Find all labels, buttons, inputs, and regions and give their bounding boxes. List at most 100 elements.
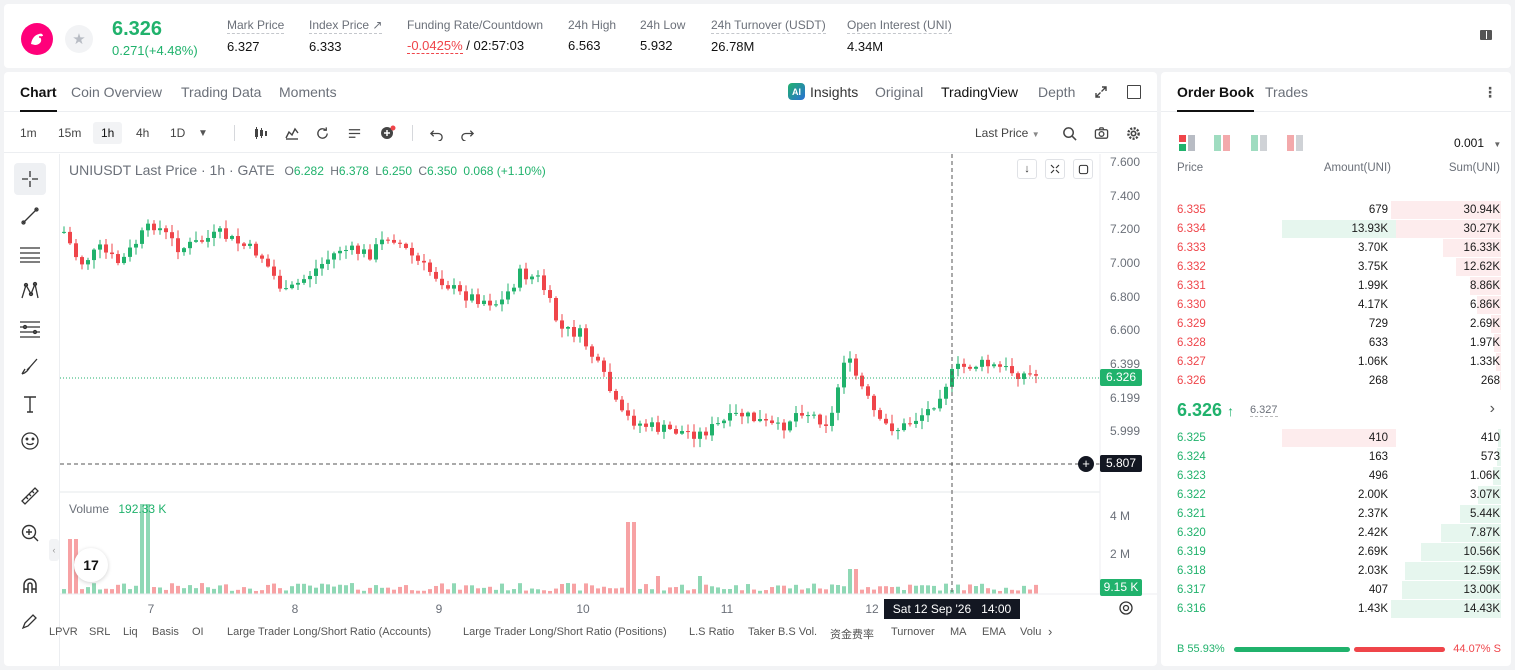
bid-row[interactable]: 6.317 407 13.00K <box>1161 581 1511 600</box>
tab-trading-data[interactable]: Trading Data <box>181 84 262 100</box>
template-icon[interactable] <box>345 124 363 142</box>
view-bids-icon[interactable] <box>1251 135 1267 151</box>
timeframe-15m[interactable]: 15m <box>58 126 82 140</box>
tab-moments[interactable]: Moments <box>279 84 337 100</box>
add-alert-icon[interactable] <box>379 124 397 142</box>
indicator-tab[interactable]: SRL <box>89 626 111 638</box>
precision-select[interactable]: 0.001 ▼ <box>1454 136 1502 150</box>
chevron-left-icon[interactable]: ‹ <box>49 539 59 561</box>
timeframe-4h[interactable]: 4h <box>136 126 150 140</box>
fib-tool-icon[interactable] <box>14 313 46 345</box>
indicator-tab[interactable]: OI <box>192 626 204 638</box>
chevron-right-icon[interactable]: › <box>1489 400 1495 417</box>
indicator-tab[interactable]: Taker B.S Vol. <box>748 626 818 638</box>
ask-row[interactable]: 6.331 1.99K 8.86K <box>1161 277 1511 296</box>
candle <box>836 387 840 413</box>
text-tool-icon[interactable] <box>14 388 46 420</box>
indicators-icon[interactable] <box>283 124 301 142</box>
book-icon[interactable] <box>1479 28 1493 42</box>
pencil-lock-icon[interactable] <box>14 609 46 633</box>
price-chart[interactable]: 7.600 7.400 7.200 7.000 6.800 6.600 6.399 6.199… <box>60 154 1157 666</box>
bid-row[interactable]: 6.321 2.37K 5.44K <box>1161 505 1511 524</box>
indicator-tab[interactable]: EMA <box>982 626 1006 638</box>
view-both-alt-icon[interactable] <box>1214 135 1230 151</box>
tab-original[interactable]: Original <box>875 84 924 100</box>
tab-trades[interactable]: Trades <box>1265 84 1309 100</box>
tab-tradingview[interactable]: TradingView <box>941 84 1019 100</box>
chevron-right-icon[interactable]: › <box>1048 624 1053 639</box>
timeframe-1m[interactable]: 1m <box>20 126 37 140</box>
tradingview-logo-icon[interactable]: 17 <box>74 548 108 582</box>
indicator-tab[interactable]: Turnover <box>891 626 935 638</box>
more-menu-icon[interactable]: ⋮ <box>1483 84 1497 100</box>
timeframe-1h[interactable]: 1h <box>93 122 123 144</box>
bid-row[interactable]: 6.324 163 573 <box>1161 448 1511 467</box>
tab-insights[interactable]: Insights <box>810 84 859 100</box>
trend-line-tool-icon[interactable] <box>14 200 46 232</box>
indicator-tab[interactable]: Basis <box>152 626 179 638</box>
window-icon[interactable] <box>1127 85 1141 99</box>
swap-icon[interactable] <box>1073 159 1093 179</box>
volume-bar <box>902 590 906 594</box>
bid-row[interactable]: 6.318 2.03K 12.59K <box>1161 562 1511 581</box>
candles-icon[interactable] <box>252 124 270 142</box>
view-both-icon[interactable] <box>1179 135 1195 151</box>
magnet-icon[interactable] <box>14 570 46 602</box>
ask-row[interactable]: 6.326 268 268 <box>1161 372 1511 391</box>
zoom-in-icon[interactable] <box>14 517 46 549</box>
indicator-tab[interactable]: LPVR <box>49 626 78 638</box>
ruler-tool-icon[interactable] <box>14 480 46 512</box>
ask-row[interactable]: 6.330 4.17K 6.86K <box>1161 296 1511 315</box>
ask-row[interactable]: 6.333 3.70K 16.33K <box>1161 239 1511 258</box>
brush-tool-icon[interactable] <box>14 350 46 382</box>
emoji-tool-icon[interactable] <box>14 425 46 457</box>
crosshair-tool-icon[interactable] <box>14 163 46 195</box>
orderbook-mark-price[interactable]: 6.327 <box>1250 404 1278 417</box>
timeframe-dropdown-icon[interactable]: ▼ <box>198 127 208 139</box>
indicator-tab[interactable]: Large Trader Long/Short Ratio (Positions… <box>463 626 667 638</box>
tab-chart[interactable]: Chart <box>20 84 57 112</box>
bid-row[interactable]: 6.320 2.42K 7.87K <box>1161 524 1511 543</box>
timeframe-1d[interactable]: 1D <box>170 126 186 140</box>
bid-row[interactable]: 6.319 2.69K 10.56K <box>1161 543 1511 562</box>
ask-row[interactable]: 6.334 13.93K 30.27K <box>1161 220 1511 239</box>
tab-depth[interactable]: Depth <box>1038 84 1076 100</box>
channel-tool-icon[interactable] <box>14 238 46 270</box>
ask-row[interactable]: 6.329 729 2.69K <box>1161 315 1511 334</box>
redo-icon[interactable] <box>458 124 476 142</box>
ask-row[interactable]: 6.335 679 30.94K <box>1161 201 1511 220</box>
bid-row[interactable]: 6.323 496 1.06K <box>1161 467 1511 486</box>
favorite-star-icon[interactable]: ★ <box>65 25 93 53</box>
scroll-down-icon[interactable]: ↓ <box>1017 159 1037 179</box>
last-price-select[interactable]: Last Price ▼ <box>975 126 1040 140</box>
view-asks-icon[interactable] <box>1287 135 1303 151</box>
stat-index-price[interactable]: Index Price ↗ 6.333 <box>309 18 383 54</box>
bid-row[interactable]: 6.316 1.43K 14.43K <box>1161 600 1511 619</box>
collapse-icon[interactable] <box>1045 159 1065 179</box>
undo-icon[interactable] <box>427 124 445 142</box>
bid-row[interactable]: 6.322 2.00K 3.07K <box>1161 486 1511 505</box>
stat-funding-rate[interactable]: Funding Rate/Countdown -0.0425% / 02:57:… <box>407 18 544 54</box>
stat-mark-price[interactable]: Mark Price 6.327 <box>227 18 285 54</box>
tab-order-book[interactable]: Order Book <box>1177 84 1255 112</box>
indicator-tab[interactable]: Large Trader Long/Short Ratio (Accounts) <box>227 626 432 638</box>
ask-row[interactable]: 6.328 633 1.97K <box>1161 334 1511 353</box>
refresh-icon[interactable] <box>313 124 331 142</box>
gear-icon[interactable] <box>1124 124 1142 142</box>
expand-icon[interactable] <box>1094 85 1108 99</box>
add-price-alert-icon[interactable]: + <box>1078 456 1094 472</box>
pattern-tool-icon[interactable] <box>14 275 46 307</box>
chart-settings-icon[interactable] <box>1118 600 1136 618</box>
ask-row[interactable]: 6.332 3.75K 12.62K <box>1161 258 1511 277</box>
indicator-tab[interactable]: Liq <box>123 626 138 638</box>
volume-bar <box>338 584 342 594</box>
indicator-tab[interactable]: Volu <box>1020 626 1042 638</box>
indicator-tab[interactable]: 资金费率 <box>830 629 874 641</box>
camera-icon[interactable] <box>1092 124 1110 142</box>
tab-coin-overview[interactable]: Coin Overview <box>71 84 163 100</box>
indicator-tab[interactable]: MA <box>950 626 967 638</box>
indicator-tab[interactable]: L.S Ratio <box>689 626 735 638</box>
search-icon[interactable] <box>1060 124 1078 142</box>
bid-row[interactable]: 6.325 410 410 <box>1161 429 1511 448</box>
ask-row[interactable]: 6.327 1.06K 1.33K <box>1161 353 1511 372</box>
